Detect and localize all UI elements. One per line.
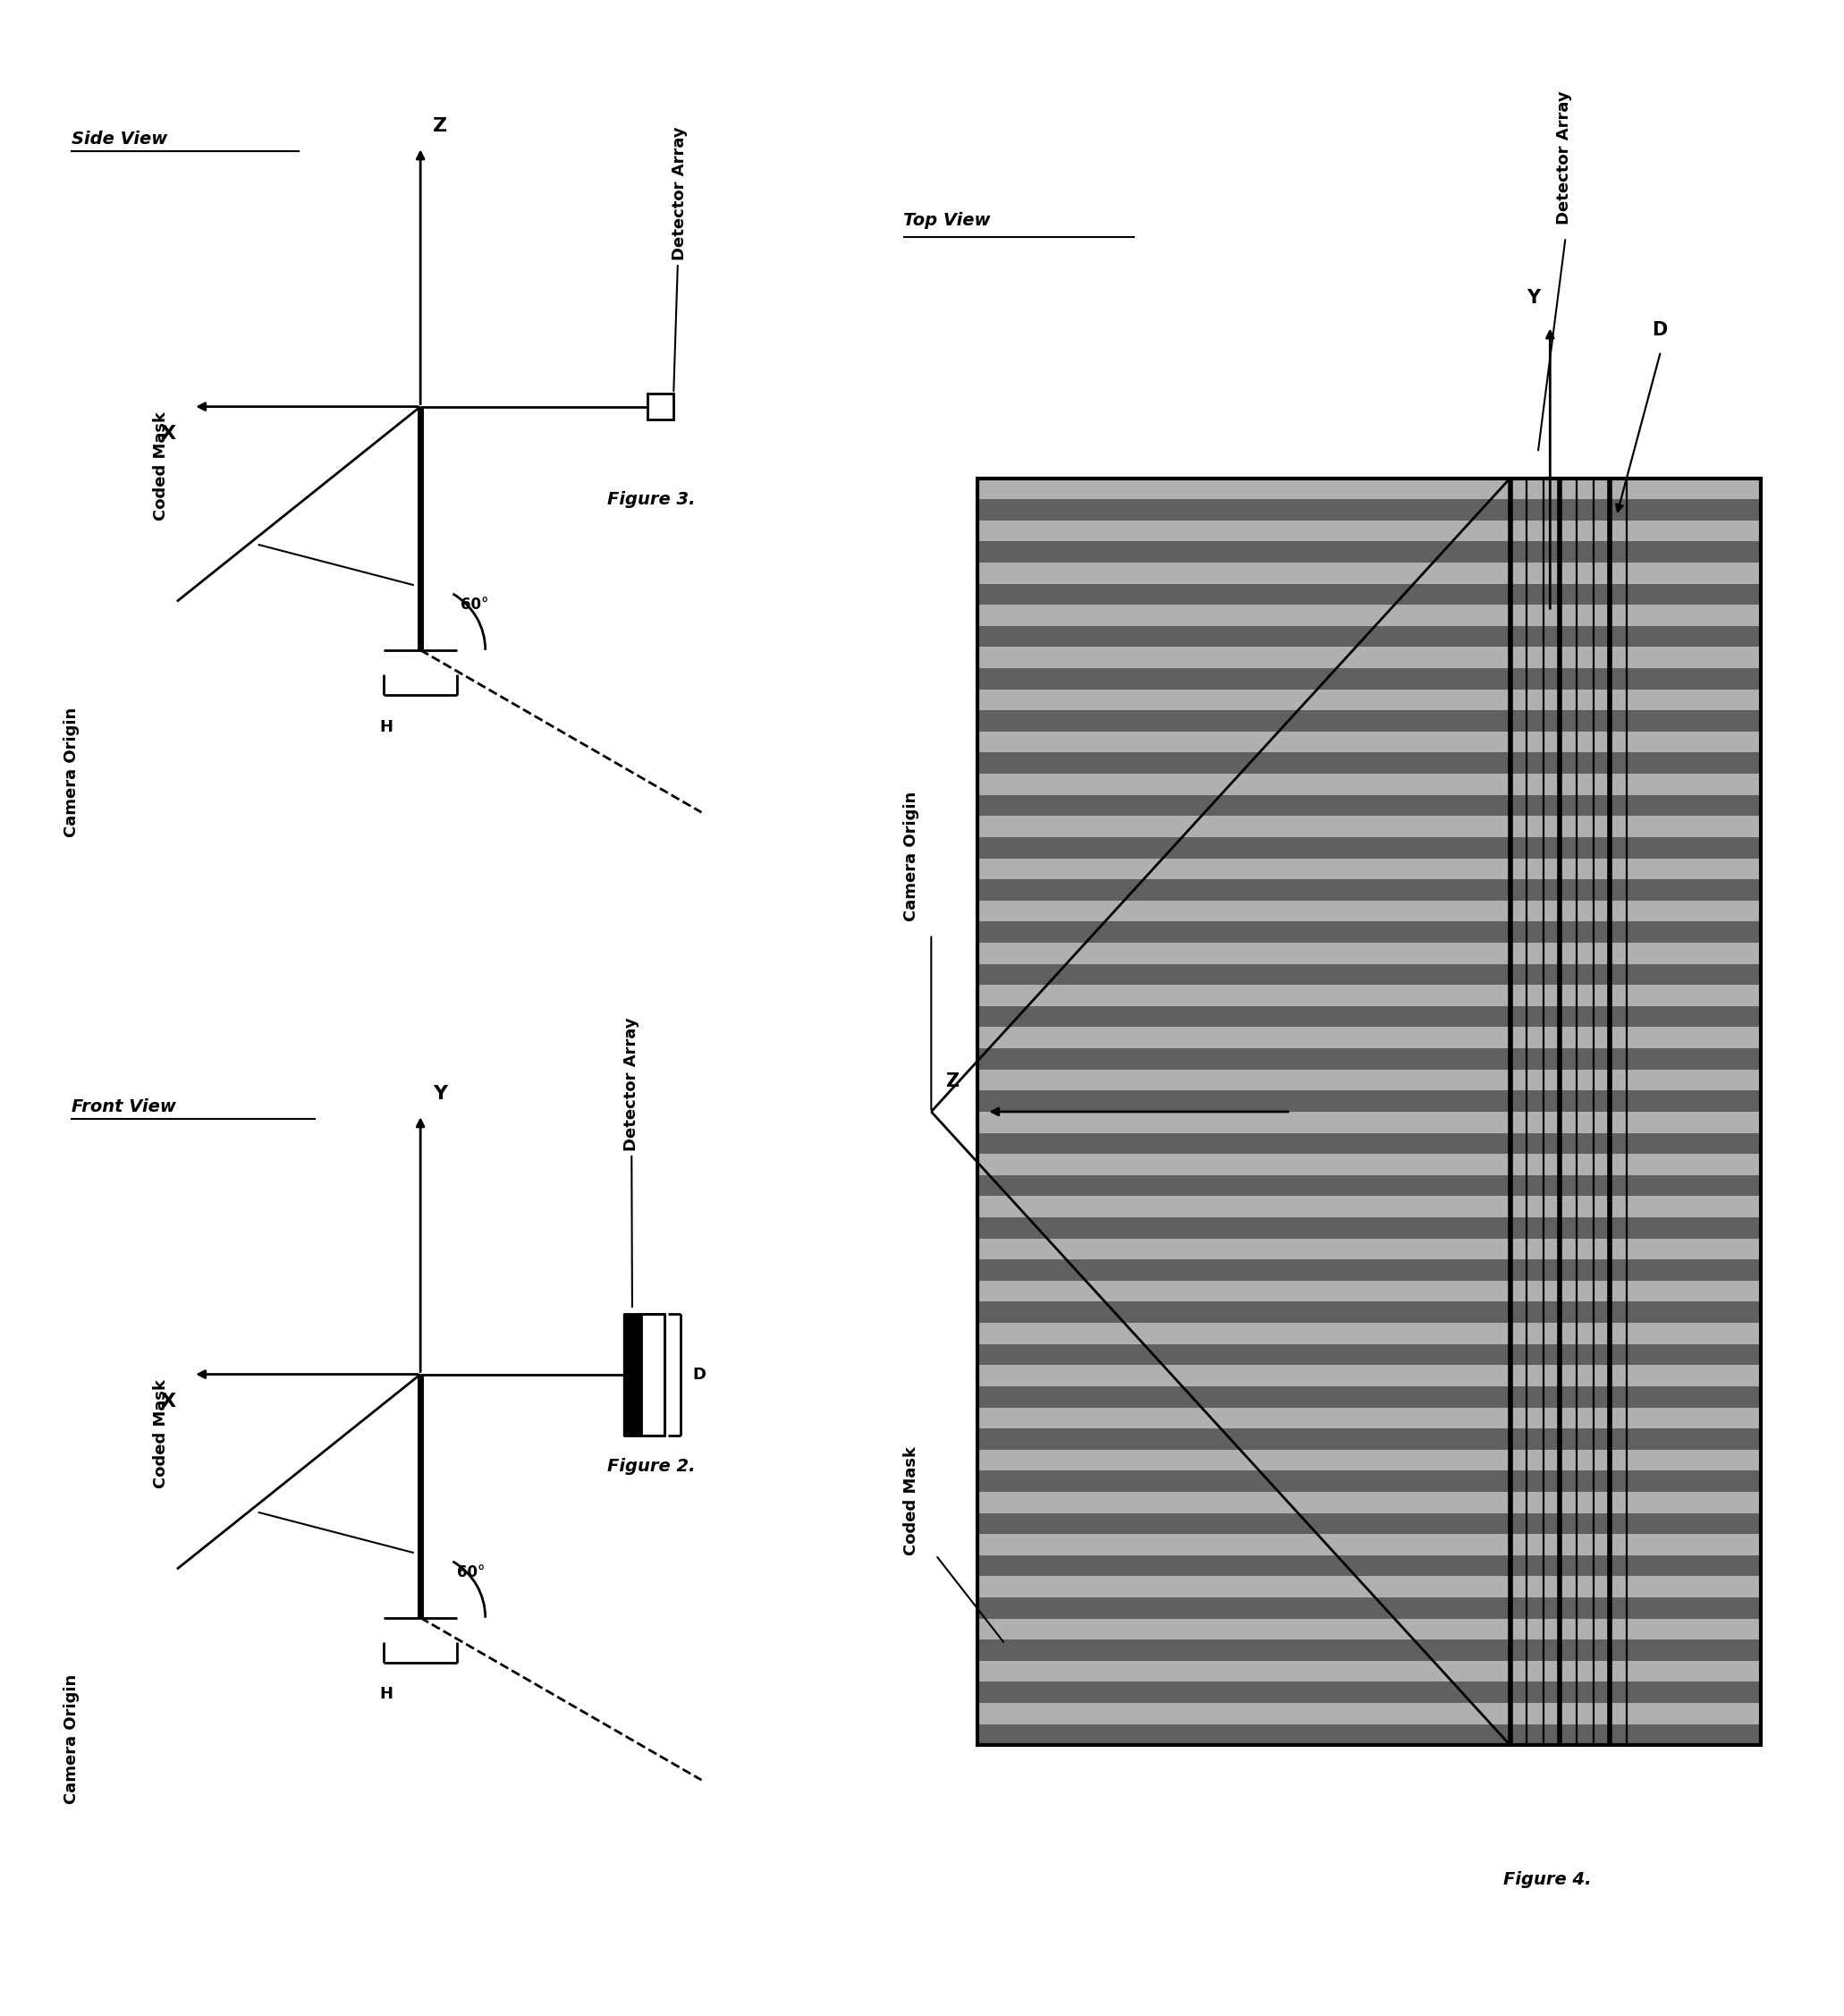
Bar <box>977 1577 1761 1597</box>
Text: Coded Mask: Coded Mask <box>904 1445 920 1554</box>
Text: Y: Y <box>433 1085 446 1103</box>
Bar <box>977 1068 1761 1091</box>
Text: D: D <box>1652 321 1667 339</box>
Bar <box>977 478 1761 500</box>
Bar <box>977 1238 1761 1260</box>
Text: D: D <box>693 1367 706 1383</box>
Bar <box>977 1492 1761 1512</box>
Text: Camera Origin: Camera Origin <box>63 708 79 837</box>
Text: Top View: Top View <box>904 212 990 230</box>
Text: Figure 3.: Figure 3. <box>607 490 695 508</box>
Bar <box>977 478 1761 1746</box>
Bar <box>977 542 1761 562</box>
Bar <box>977 879 1761 901</box>
Bar <box>977 1681 1761 1704</box>
Text: Coded Mask: Coded Mask <box>153 1379 170 1488</box>
Text: Coded Mask: Coded Mask <box>153 411 170 520</box>
Text: Camera Origin: Camera Origin <box>63 1675 79 1804</box>
Bar <box>977 1597 1761 1619</box>
Bar <box>977 1260 1761 1280</box>
Text: Side View: Side View <box>72 131 168 147</box>
Bar <box>977 500 1761 520</box>
Bar <box>977 1365 1761 1387</box>
Bar <box>977 1302 1761 1322</box>
Text: H: H <box>380 718 393 734</box>
Bar <box>977 964 1761 986</box>
Text: H: H <box>380 1685 393 1702</box>
Bar <box>977 1111 1761 1133</box>
Bar <box>977 1554 1761 1577</box>
Bar <box>977 943 1761 964</box>
Bar <box>647 393 673 419</box>
Text: Figure 2.: Figure 2. <box>607 1458 695 1476</box>
Bar <box>977 752 1761 774</box>
Text: Z: Z <box>433 117 446 135</box>
Text: Detector Array: Detector Array <box>671 127 688 391</box>
Bar <box>977 1429 1761 1450</box>
Text: X: X <box>160 1393 177 1411</box>
Bar <box>977 710 1761 732</box>
Text: Camera Origin: Camera Origin <box>904 792 920 921</box>
Bar <box>977 1450 1761 1472</box>
Bar <box>977 1472 1761 1492</box>
Bar <box>977 585 1761 605</box>
Text: Z: Z <box>946 1073 959 1091</box>
Bar <box>977 1345 1761 1365</box>
Bar <box>977 562 1761 585</box>
Bar <box>977 1195 1761 1218</box>
Bar <box>977 1387 1761 1407</box>
Bar <box>977 1133 1761 1153</box>
Bar <box>977 1661 1761 1681</box>
Bar <box>977 1280 1761 1302</box>
Bar <box>977 667 1761 689</box>
Bar <box>977 1048 1761 1068</box>
Text: Y: Y <box>1527 288 1540 306</box>
Bar <box>977 986 1761 1006</box>
Text: Detector Array: Detector Array <box>1556 91 1573 224</box>
Text: Front View: Front View <box>72 1099 175 1115</box>
Bar <box>977 1028 1761 1048</box>
Bar <box>977 794 1761 816</box>
Bar <box>977 1153 1761 1175</box>
Bar <box>977 859 1761 879</box>
Bar <box>977 1322 1761 1345</box>
Bar <box>977 732 1761 752</box>
Bar <box>977 520 1761 542</box>
Bar <box>977 1534 1761 1554</box>
Text: 60°: 60° <box>457 1564 485 1581</box>
Bar <box>977 1724 1761 1746</box>
Bar <box>977 837 1761 859</box>
Bar <box>977 774 1761 794</box>
Bar <box>977 1639 1761 1661</box>
Text: 60°: 60° <box>461 597 489 613</box>
Bar <box>977 921 1761 943</box>
Bar <box>642 1314 664 1435</box>
Bar <box>977 1218 1761 1238</box>
Bar <box>977 1091 1761 1111</box>
Bar <box>977 689 1761 710</box>
Bar <box>977 1407 1761 1429</box>
Bar <box>977 1619 1761 1639</box>
Bar <box>977 901 1761 921</box>
Bar <box>623 1314 642 1435</box>
Text: Detector Array: Detector Array <box>623 1018 640 1306</box>
Bar <box>977 816 1761 837</box>
Bar <box>977 1175 1761 1195</box>
Bar <box>977 625 1761 647</box>
Bar <box>977 1006 1761 1028</box>
Bar <box>977 1512 1761 1534</box>
Bar <box>977 647 1761 667</box>
Bar <box>977 605 1761 625</box>
Bar <box>977 1704 1761 1724</box>
Text: X: X <box>160 425 177 444</box>
Text: Figure 4.: Figure 4. <box>1503 1871 1591 1889</box>
